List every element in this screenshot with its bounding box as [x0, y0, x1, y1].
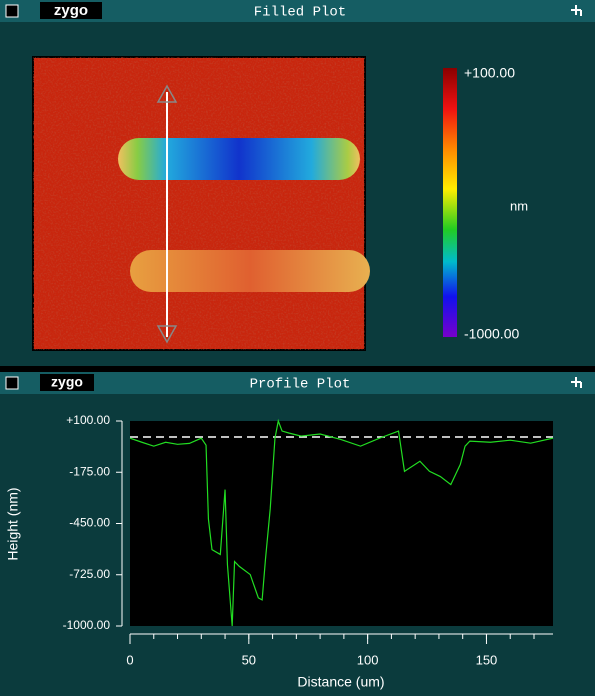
x-tick-label: 100	[357, 652, 379, 667]
logo: zygo	[51, 374, 83, 390]
y-tick-label: -725.00	[69, 567, 110, 581]
trench-upper	[118, 138, 360, 180]
colorbar-min: -1000.00	[464, 326, 519, 342]
close-icon[interactable]	[5, 4, 19, 18]
logo: zygo	[54, 2, 88, 19]
y-tick-label: -175.00	[69, 464, 110, 478]
pin-icon[interactable]	[571, 377, 582, 388]
title-bar	[0, 0, 595, 22]
trench-lower	[130, 250, 370, 292]
pin-icon[interactable]	[571, 5, 582, 16]
title-bar	[0, 372, 595, 394]
logo-box	[40, 374, 94, 391]
x-tick-label: 50	[242, 652, 256, 667]
profile-arrows	[156, 84, 178, 344]
y-axis-title: Height (nm)	[5, 487, 21, 560]
y-tick-label: -1000.00	[63, 618, 111, 632]
window-title: Filled Plot	[254, 5, 346, 21]
x-tick-label: 0	[126, 652, 133, 667]
y-tick-label: -450.00	[69, 516, 110, 530]
x-tick-label: 150	[476, 652, 498, 667]
divider	[0, 366, 595, 372]
colorbar-max: +100.00	[464, 65, 515, 81]
close-icon[interactable]	[5, 376, 19, 390]
profile-line	[129, 418, 554, 627]
window-title: Profile Plot	[250, 377, 351, 393]
x-axis-title: Distance (um)	[297, 674, 384, 690]
colorbar-unit: nm	[510, 198, 528, 213]
y-tick-label: +100.00	[66, 413, 110, 427]
height-map-texture	[33, 57, 365, 350]
color-bar	[443, 68, 457, 337]
logo-box	[40, 2, 102, 19]
plot-area	[130, 421, 553, 626]
